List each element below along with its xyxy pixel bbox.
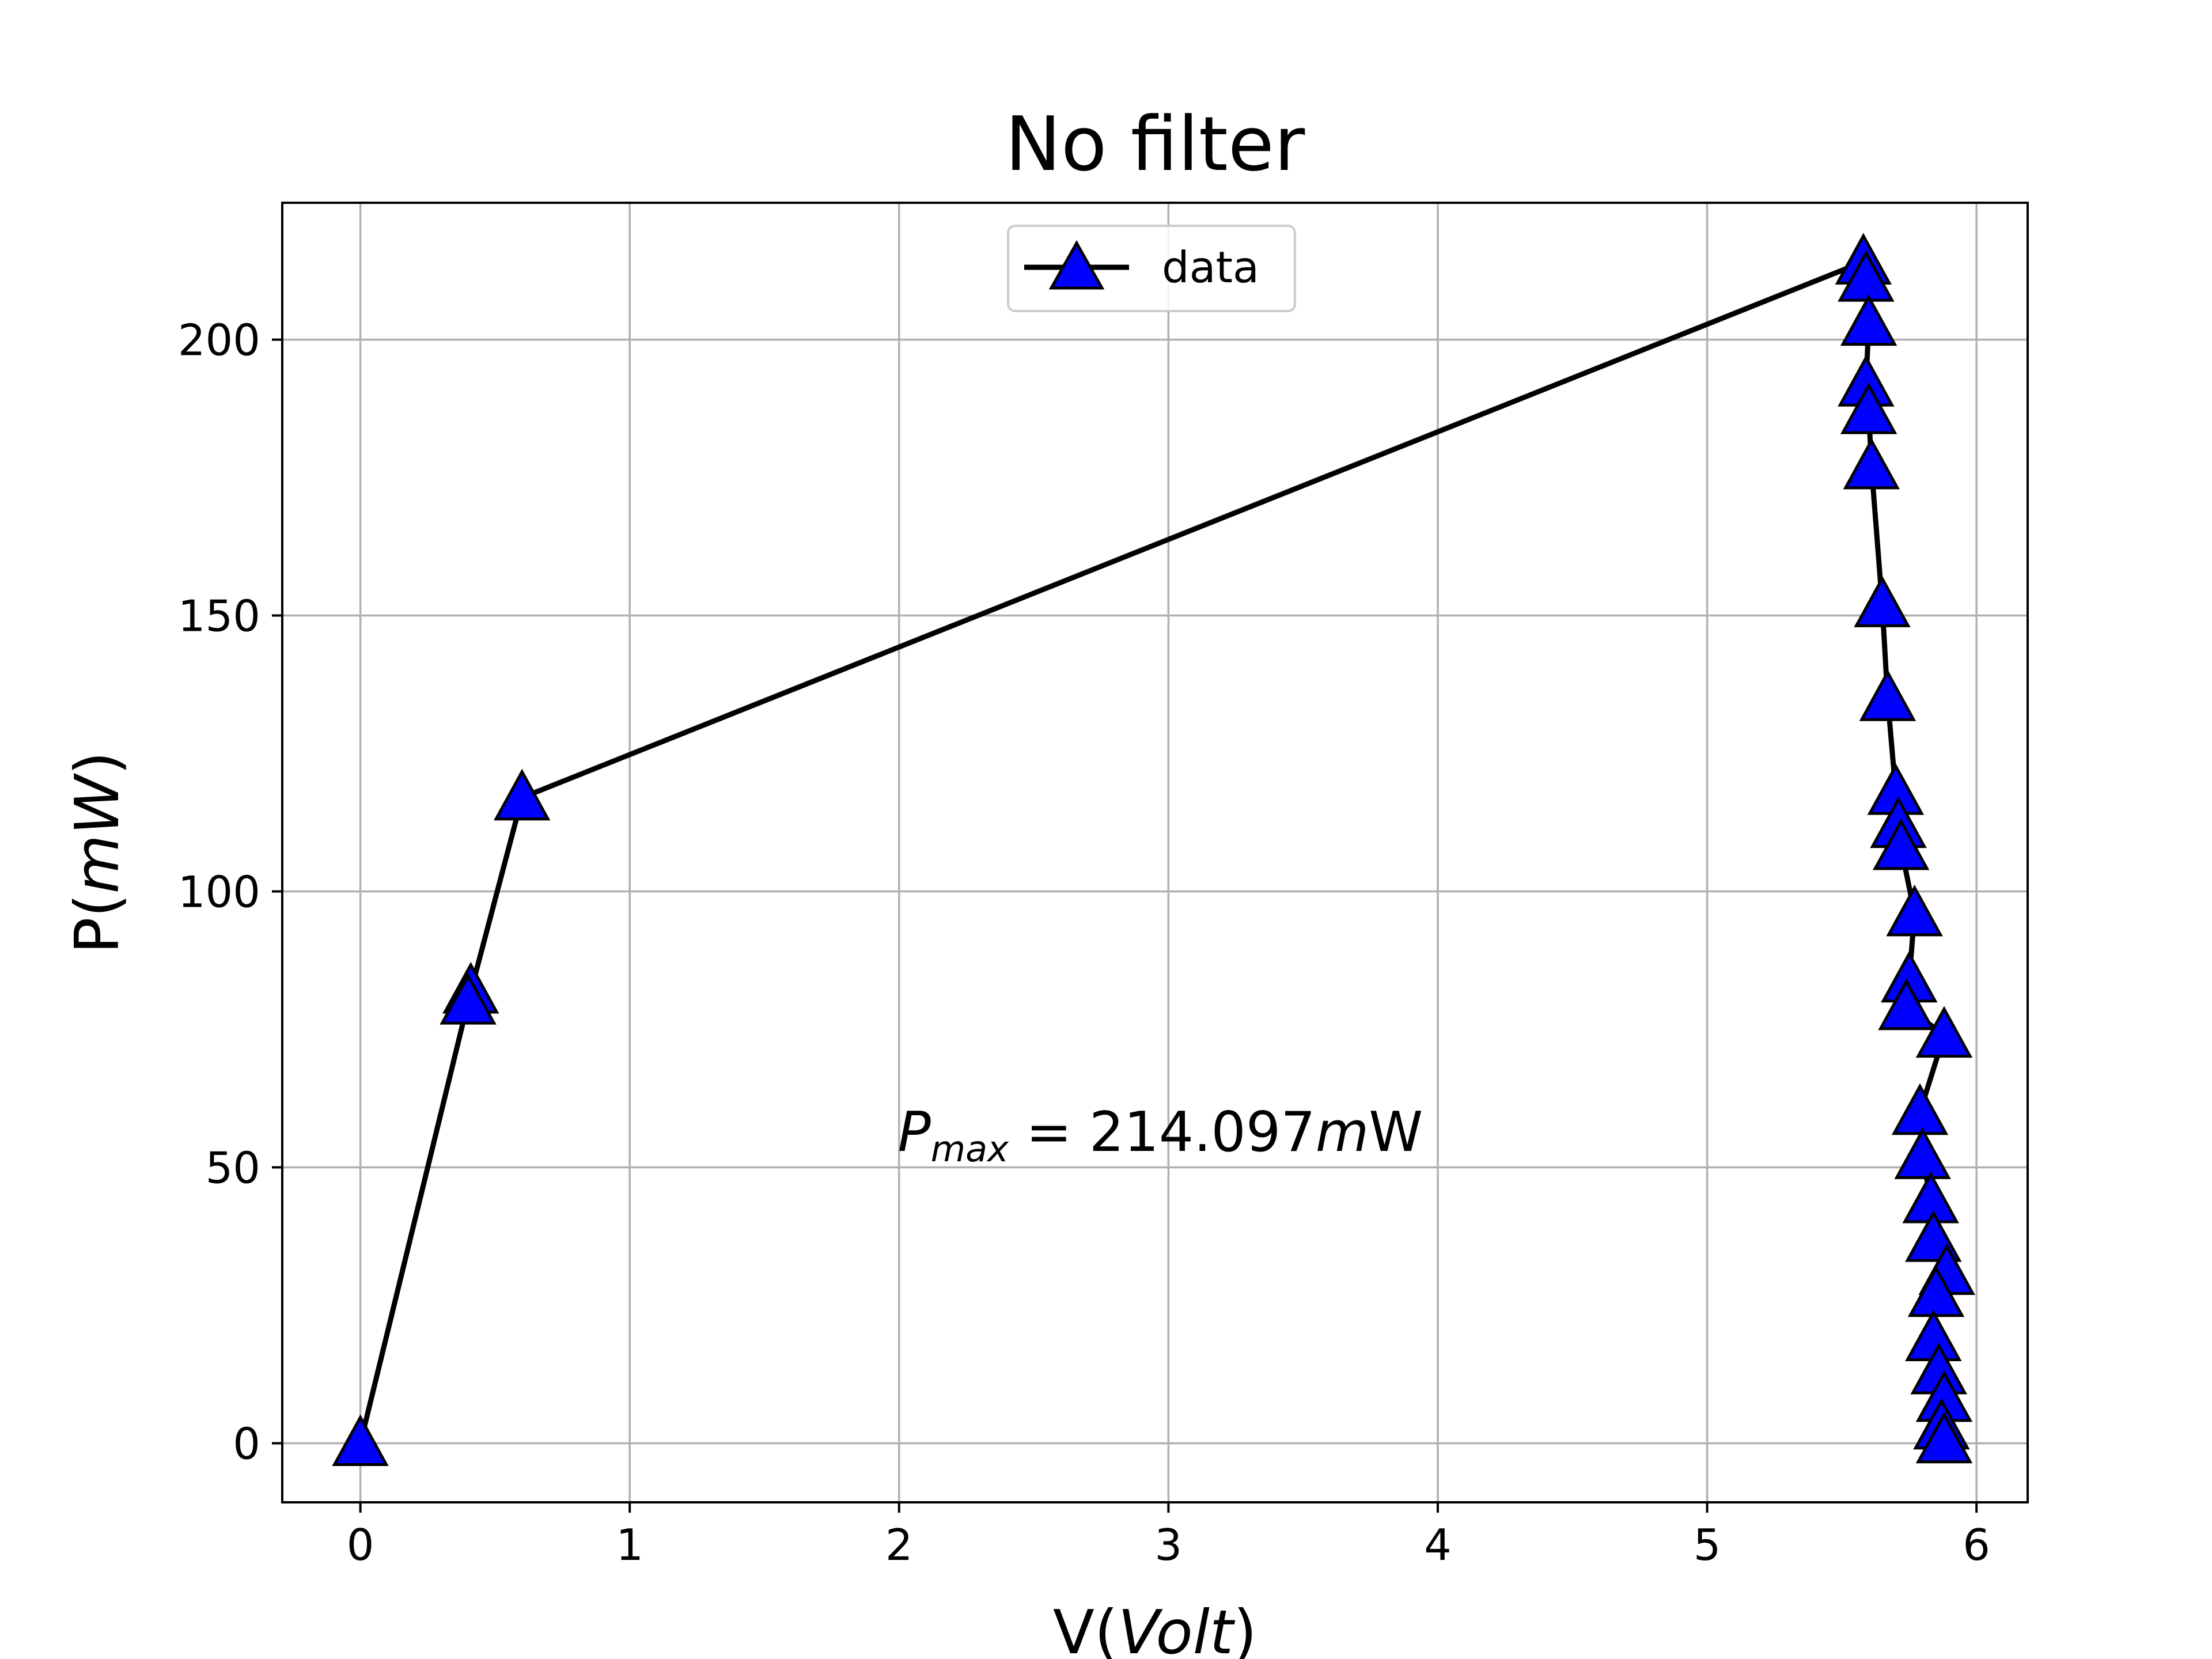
pmax-annotation: Pmax = 214.097mW [897, 1101, 1423, 1170]
data-point-marker [332, 1414, 389, 1466]
data-point-marker [1859, 669, 1916, 721]
data-point-marker [440, 972, 497, 1025]
chart-title: No filter [1005, 100, 1305, 188]
y-tick-label: 100 [178, 867, 260, 918]
y-tick-label: 200 [178, 315, 260, 366]
legend-label: data [1162, 242, 1259, 293]
data-point-marker [1854, 575, 1911, 627]
data-point-marker [1872, 818, 1930, 870]
y-tick-label: 50 [206, 1143, 260, 1194]
x-tick-label: 5 [1694, 1520, 1721, 1570]
ticks: 0 1 2 3 4 5 6 0 50 100 150 200 [178, 315, 1990, 1570]
x-tick-label: 6 [1963, 1520, 1990, 1570]
y-tick-label: 0 [233, 1418, 260, 1469]
series-layer [332, 233, 1975, 1466]
data-point-marker [1915, 1411, 1973, 1464]
x-tick-label: 2 [885, 1520, 913, 1570]
y-axis-label: P(mW) [62, 751, 132, 953]
x-tick-label: 0 [347, 1520, 374, 1570]
legend-marker [1048, 240, 1105, 290]
y-tick-label: 150 [178, 591, 260, 642]
data-point-marker [1840, 382, 1897, 434]
legend: data [1007, 225, 1296, 312]
data-point-marker [493, 768, 551, 821]
data-point-marker [1886, 884, 1943, 937]
x-axis-label: V(Volt) [1053, 1597, 1257, 1659]
plot-area-background [282, 203, 2028, 1502]
data-point-marker [1915, 1006, 1973, 1058]
x-tick-label: 1 [616, 1520, 643, 1570]
x-tick-label: 3 [1155, 1520, 1183, 1570]
data-point-marker [1843, 437, 1900, 490]
x-tick-label: 4 [1424, 1520, 1452, 1570]
data-point-marker [1840, 294, 1897, 346]
grid [282, 203, 2028, 1502]
data-point-marker [1894, 1127, 1951, 1179]
data-point-marker [1878, 978, 1935, 1031]
plot-frame [281, 202, 2029, 1503]
